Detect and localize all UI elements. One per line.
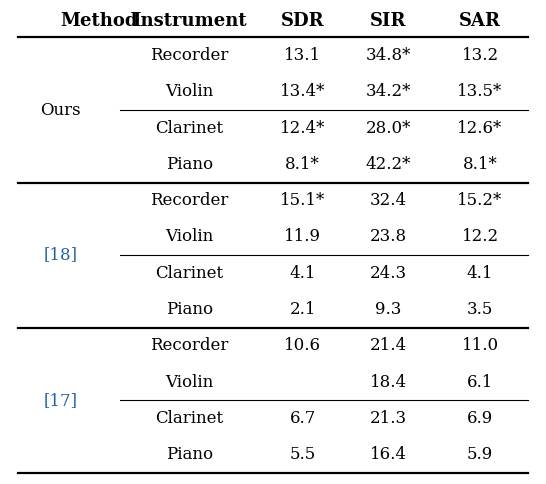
Text: 16.4: 16.4 <box>370 446 407 463</box>
Text: 13.4*: 13.4* <box>280 83 325 100</box>
Text: 13.1: 13.1 <box>284 47 321 64</box>
Text: 8.1*: 8.1* <box>462 156 497 173</box>
Text: 3.5: 3.5 <box>467 301 493 318</box>
Text: 8.1*: 8.1* <box>285 156 320 173</box>
Text: SDR: SDR <box>281 12 324 30</box>
Text: Clarinet: Clarinet <box>156 265 224 282</box>
Text: Recorder: Recorder <box>151 337 229 354</box>
Text: Piano: Piano <box>166 301 213 318</box>
Text: 2.1: 2.1 <box>289 301 316 318</box>
Text: 13.2: 13.2 <box>461 47 498 64</box>
Text: 13.5*: 13.5* <box>458 83 503 100</box>
Text: 12.4*: 12.4* <box>280 120 325 136</box>
Text: 4.1: 4.1 <box>467 265 493 282</box>
Text: 11.9: 11.9 <box>284 228 321 245</box>
Text: Violin: Violin <box>165 374 214 391</box>
Text: 6.1: 6.1 <box>467 374 493 391</box>
Text: Clarinet: Clarinet <box>156 410 224 427</box>
Text: [17]: [17] <box>44 392 78 408</box>
Text: 9.3: 9.3 <box>376 301 402 318</box>
Text: 34.8*: 34.8* <box>366 47 411 64</box>
Text: 15.1*: 15.1* <box>280 192 325 209</box>
Text: 21.4: 21.4 <box>370 337 407 354</box>
Text: Ours: Ours <box>40 102 81 119</box>
Text: SAR: SAR <box>459 12 501 30</box>
Text: 5.9: 5.9 <box>467 446 493 463</box>
Text: 18.4: 18.4 <box>370 374 407 391</box>
Text: 42.2*: 42.2* <box>366 156 411 173</box>
Text: 15.2*: 15.2* <box>458 192 503 209</box>
Text: Recorder: Recorder <box>151 47 229 64</box>
Text: 28.0*: 28.0* <box>366 120 411 136</box>
Text: 34.2*: 34.2* <box>366 83 411 100</box>
Text: 24.3: 24.3 <box>370 265 407 282</box>
Text: Method: Method <box>61 12 138 30</box>
Text: 4.1: 4.1 <box>289 265 316 282</box>
Text: 5.5: 5.5 <box>289 446 316 463</box>
Text: Clarinet: Clarinet <box>156 120 224 136</box>
Text: 12.2: 12.2 <box>461 228 498 245</box>
Text: Violin: Violin <box>165 83 214 100</box>
Text: 32.4: 32.4 <box>370 192 407 209</box>
Text: Instrument: Instrument <box>132 12 247 30</box>
Text: 11.0: 11.0 <box>461 337 498 354</box>
Text: 23.8: 23.8 <box>370 228 407 245</box>
Text: Violin: Violin <box>165 228 214 245</box>
Text: 10.6: 10.6 <box>284 337 321 354</box>
Text: Recorder: Recorder <box>151 192 229 209</box>
Text: [18]: [18] <box>44 246 78 264</box>
Text: 12.6*: 12.6* <box>458 120 503 136</box>
Text: 21.3: 21.3 <box>370 410 407 427</box>
Text: Piano: Piano <box>166 156 213 173</box>
Text: 6.9: 6.9 <box>467 410 493 427</box>
Text: Piano: Piano <box>166 446 213 463</box>
Text: 6.7: 6.7 <box>289 410 316 427</box>
Text: SIR: SIR <box>370 12 407 30</box>
